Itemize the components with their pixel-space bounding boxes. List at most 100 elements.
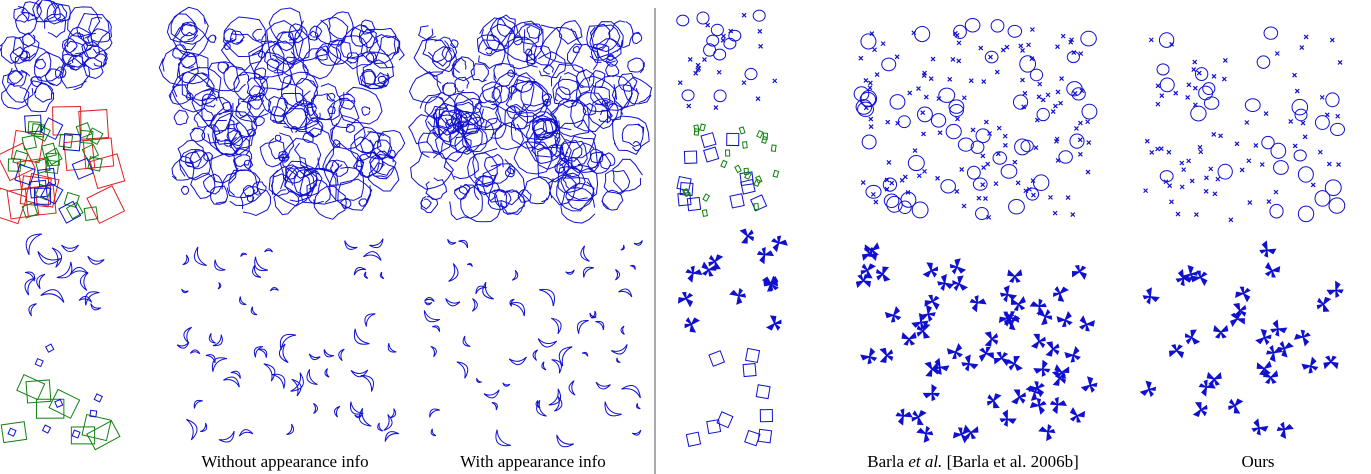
x-mark [695, 67, 701, 73]
banana [263, 363, 276, 382]
x-mark [1068, 39, 1074, 45]
scribble [34, 51, 65, 82]
x-mark [1300, 120, 1306, 126]
x-mark [869, 31, 875, 36]
butterfly [911, 312, 929, 331]
x-mark [985, 161, 991, 167]
scribble [517, 188, 532, 203]
circle [1203, 96, 1220, 110]
scribble [176, 52, 210, 85]
scribble [449, 184, 483, 221]
x-mark [1329, 37, 1335, 43]
x-mark [687, 56, 693, 62]
circle [728, 29, 742, 42]
butterfly [1007, 355, 1023, 371]
x-mark [1052, 210, 1058, 216]
banana [445, 298, 461, 307]
circle [706, 34, 720, 47]
butterfly [1293, 329, 1311, 347]
banana [24, 271, 36, 282]
butterfly [765, 315, 782, 331]
caption-etal: et al. [908, 452, 943, 471]
circle [713, 89, 727, 103]
x-mark [1244, 120, 1250, 125]
scribble [589, 21, 624, 59]
x-mark [1292, 143, 1298, 149]
x-mark [1203, 188, 1209, 194]
scribble [235, 94, 265, 123]
scribble [496, 14, 516, 38]
x-mark [1259, 162, 1265, 167]
banana [576, 320, 589, 334]
scribble [268, 7, 303, 44]
x-mark [928, 76, 934, 82]
butterfly [949, 258, 967, 275]
box [699, 123, 706, 132]
banana [424, 296, 435, 302]
x-mark [755, 96, 761, 102]
circle [676, 14, 690, 27]
scribble [274, 134, 282, 142]
box [41, 424, 52, 434]
scribble [59, 57, 91, 91]
x-mark [947, 76, 953, 82]
x-mark [1022, 90, 1028, 96]
butterfly [1045, 341, 1060, 357]
x-mark [1036, 94, 1042, 100]
banana [271, 373, 286, 389]
box [0, 187, 28, 225]
banana [636, 403, 641, 410]
scribble [290, 126, 298, 133]
x-mark [1071, 50, 1077, 55]
scribble [448, 120, 483, 155]
x-mark [959, 167, 965, 172]
scribble [368, 34, 405, 69]
banana [214, 259, 226, 271]
scribble [454, 186, 469, 201]
scribble [453, 76, 470, 93]
x-mark [1148, 37, 1154, 43]
x-mark [1085, 119, 1091, 125]
scribble [526, 45, 552, 70]
banana [200, 422, 208, 433]
scribble [611, 115, 650, 156]
banana [306, 369, 318, 385]
box [81, 413, 112, 442]
x-mark [936, 96, 942, 102]
x-mark [741, 80, 747, 86]
scribble [203, 152, 214, 162]
banana [79, 271, 89, 291]
butterfly [864, 242, 880, 258]
circle [1156, 63, 1170, 76]
x-mark [867, 80, 873, 86]
banana [537, 338, 558, 348]
scribble [525, 48, 533, 57]
banana [424, 301, 433, 306]
box [0, 142, 36, 182]
scribble [424, 96, 449, 120]
circle [970, 140, 985, 154]
butterfly [1251, 418, 1269, 436]
box [71, 429, 81, 439]
x-mark [937, 130, 943, 136]
scribble [63, 32, 89, 58]
scribble [19, 50, 31, 62]
box [716, 411, 734, 429]
circle [1036, 107, 1050, 122]
butterfly [999, 285, 1017, 303]
scribble [493, 62, 516, 88]
scribble [54, 66, 67, 79]
scribble [337, 178, 373, 211]
circle [1029, 68, 1044, 82]
x-mark [1020, 48, 1025, 53]
x-mark [1037, 81, 1043, 87]
scribble [479, 17, 513, 51]
x-mark [716, 69, 722, 75]
scribble [226, 169, 259, 199]
butterfly [998, 311, 1015, 328]
box [7, 427, 17, 437]
scribble [9, 46, 29, 64]
butterfly [761, 275, 779, 292]
x-mark [1169, 199, 1174, 205]
banana [183, 326, 192, 344]
